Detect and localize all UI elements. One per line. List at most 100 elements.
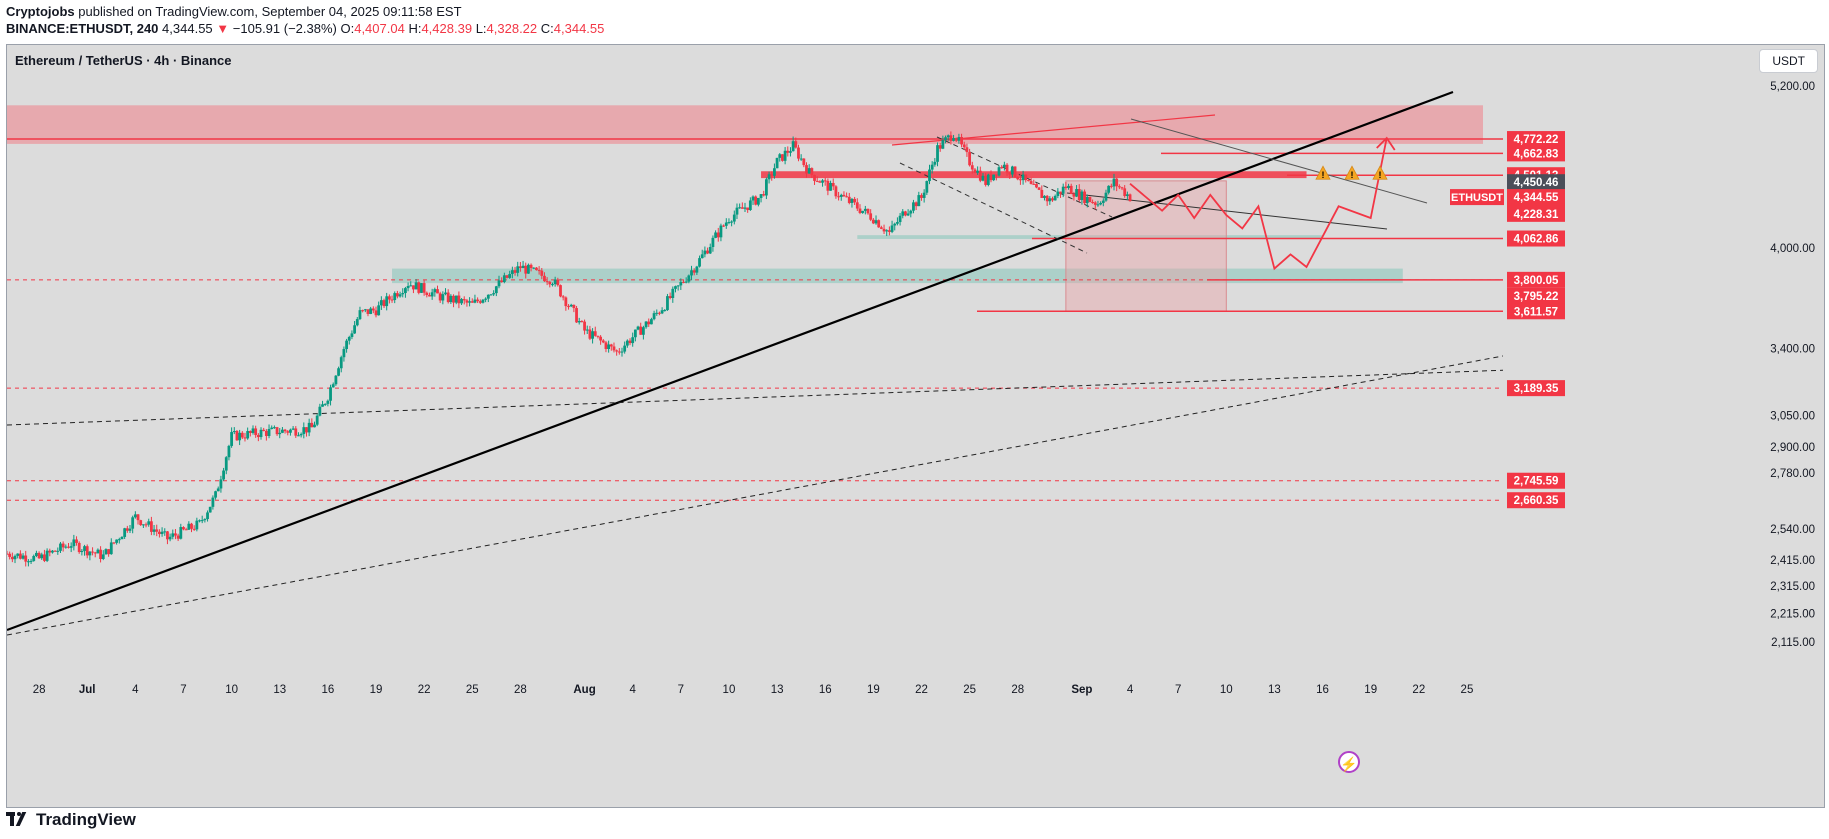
candle-body bbox=[1048, 198, 1052, 202]
candle bbox=[323, 403, 327, 406]
candle-body bbox=[339, 357, 343, 369]
candle-body bbox=[631, 337, 635, 344]
candle bbox=[781, 154, 784, 162]
currency-button[interactable]: USDT bbox=[1759, 49, 1818, 73]
candle bbox=[438, 291, 442, 303]
candle bbox=[593, 326, 597, 337]
tradingview-logo[interactable]: TradingView bbox=[6, 810, 136, 830]
candle-body bbox=[444, 292, 447, 295]
warning-mark: ! bbox=[1379, 170, 1382, 180]
candle-body bbox=[222, 470, 225, 480]
x-tick-label: Sep bbox=[1071, 684, 1092, 696]
candle bbox=[1043, 195, 1046, 201]
candle-body bbox=[882, 228, 886, 232]
price-label: 3,189.35 bbox=[1507, 380, 1565, 397]
price-label-text: 4,062.86 bbox=[1514, 234, 1559, 246]
candle-body bbox=[283, 429, 287, 432]
candle bbox=[623, 341, 627, 354]
candle bbox=[543, 272, 546, 282]
candle bbox=[920, 193, 923, 201]
candle-body bbox=[40, 554, 44, 559]
candle bbox=[355, 316, 359, 327]
candle bbox=[588, 325, 592, 341]
candle-body bbox=[152, 529, 156, 532]
candle-body bbox=[406, 286, 410, 289]
candle-body bbox=[24, 555, 28, 562]
candle-body bbox=[695, 266, 699, 273]
candle bbox=[786, 146, 790, 157]
candle bbox=[404, 286, 407, 298]
candle-body bbox=[251, 428, 255, 433]
candle bbox=[609, 343, 613, 351]
candle bbox=[684, 277, 688, 284]
candle bbox=[970, 161, 974, 174]
candle-body bbox=[778, 154, 782, 158]
candle bbox=[1072, 191, 1076, 201]
candle bbox=[21, 553, 25, 560]
candle bbox=[821, 179, 824, 187]
candle bbox=[326, 399, 330, 407]
x-tick-label: Aug bbox=[573, 684, 595, 696]
lightning-icon[interactable]: ⚡ bbox=[1338, 751, 1360, 773]
candle bbox=[778, 153, 782, 162]
candle-body bbox=[861, 210, 865, 213]
warning-mark: ! bbox=[1351, 170, 1354, 180]
candle-body bbox=[912, 202, 915, 211]
candle-body bbox=[224, 457, 228, 471]
x-tick-label: 25 bbox=[466, 684, 479, 696]
candle bbox=[802, 158, 806, 168]
candle-body bbox=[1085, 196, 1089, 204]
candle bbox=[187, 521, 191, 530]
candle bbox=[51, 550, 54, 554]
candle bbox=[85, 544, 89, 559]
candle bbox=[575, 305, 578, 323]
candle-body bbox=[810, 168, 814, 175]
candle-body bbox=[158, 531, 161, 535]
candle-body bbox=[540, 270, 544, 276]
candle bbox=[596, 335, 600, 339]
candle bbox=[722, 224, 726, 227]
candle-body bbox=[949, 135, 953, 141]
candle-body bbox=[917, 195, 921, 207]
candle-body bbox=[240, 432, 244, 438]
candle bbox=[417, 281, 421, 295]
candle bbox=[219, 475, 223, 493]
candle bbox=[1061, 183, 1065, 198]
x-tick-label: 28 bbox=[514, 684, 527, 696]
price-label: 3,795.22 bbox=[1507, 287, 1565, 304]
candle bbox=[1107, 185, 1111, 195]
candle bbox=[743, 202, 747, 213]
candle-body bbox=[235, 431, 239, 441]
candle bbox=[968, 148, 972, 167]
candle-body bbox=[211, 497, 215, 507]
candle-body bbox=[767, 174, 771, 180]
candle-body bbox=[32, 555, 36, 561]
y-tick-label: 2,900.00 bbox=[1770, 442, 1815, 454]
price-chart[interactable]: !! ! 5,200.00 4,000.00 3,400.00 3,050.00 2,900… bbox=[7, 45, 1824, 807]
candle-body bbox=[441, 294, 445, 301]
candle-body bbox=[604, 342, 608, 349]
y-tick-label: 2,315.00 bbox=[1770, 581, 1815, 593]
candle-body bbox=[294, 428, 298, 436]
chart-panel[interactable]: !!! 5,200.00 4,000.00 3,400.00 3,050.00 2,900… bbox=[6, 44, 1825, 808]
candle bbox=[957, 133, 961, 144]
candle bbox=[898, 213, 902, 226]
candle bbox=[805, 162, 808, 178]
candle bbox=[468, 297, 471, 307]
candle-body bbox=[278, 432, 282, 435]
candle-body bbox=[45, 550, 49, 561]
candle-body bbox=[489, 294, 493, 296]
author-name[interactable]: Cryptojobs bbox=[6, 4, 75, 19]
candle bbox=[278, 428, 282, 439]
candle bbox=[984, 172, 988, 187]
candle bbox=[1069, 183, 1073, 195]
candle-body bbox=[299, 433, 303, 436]
candle bbox=[647, 318, 651, 327]
candle-body bbox=[639, 326, 643, 335]
candle bbox=[997, 165, 1001, 177]
candle bbox=[430, 288, 434, 300]
candle bbox=[251, 425, 255, 435]
candle-body bbox=[938, 145, 942, 149]
candle-body bbox=[532, 267, 536, 269]
zone-resistance-0 bbox=[7, 105, 1483, 144]
